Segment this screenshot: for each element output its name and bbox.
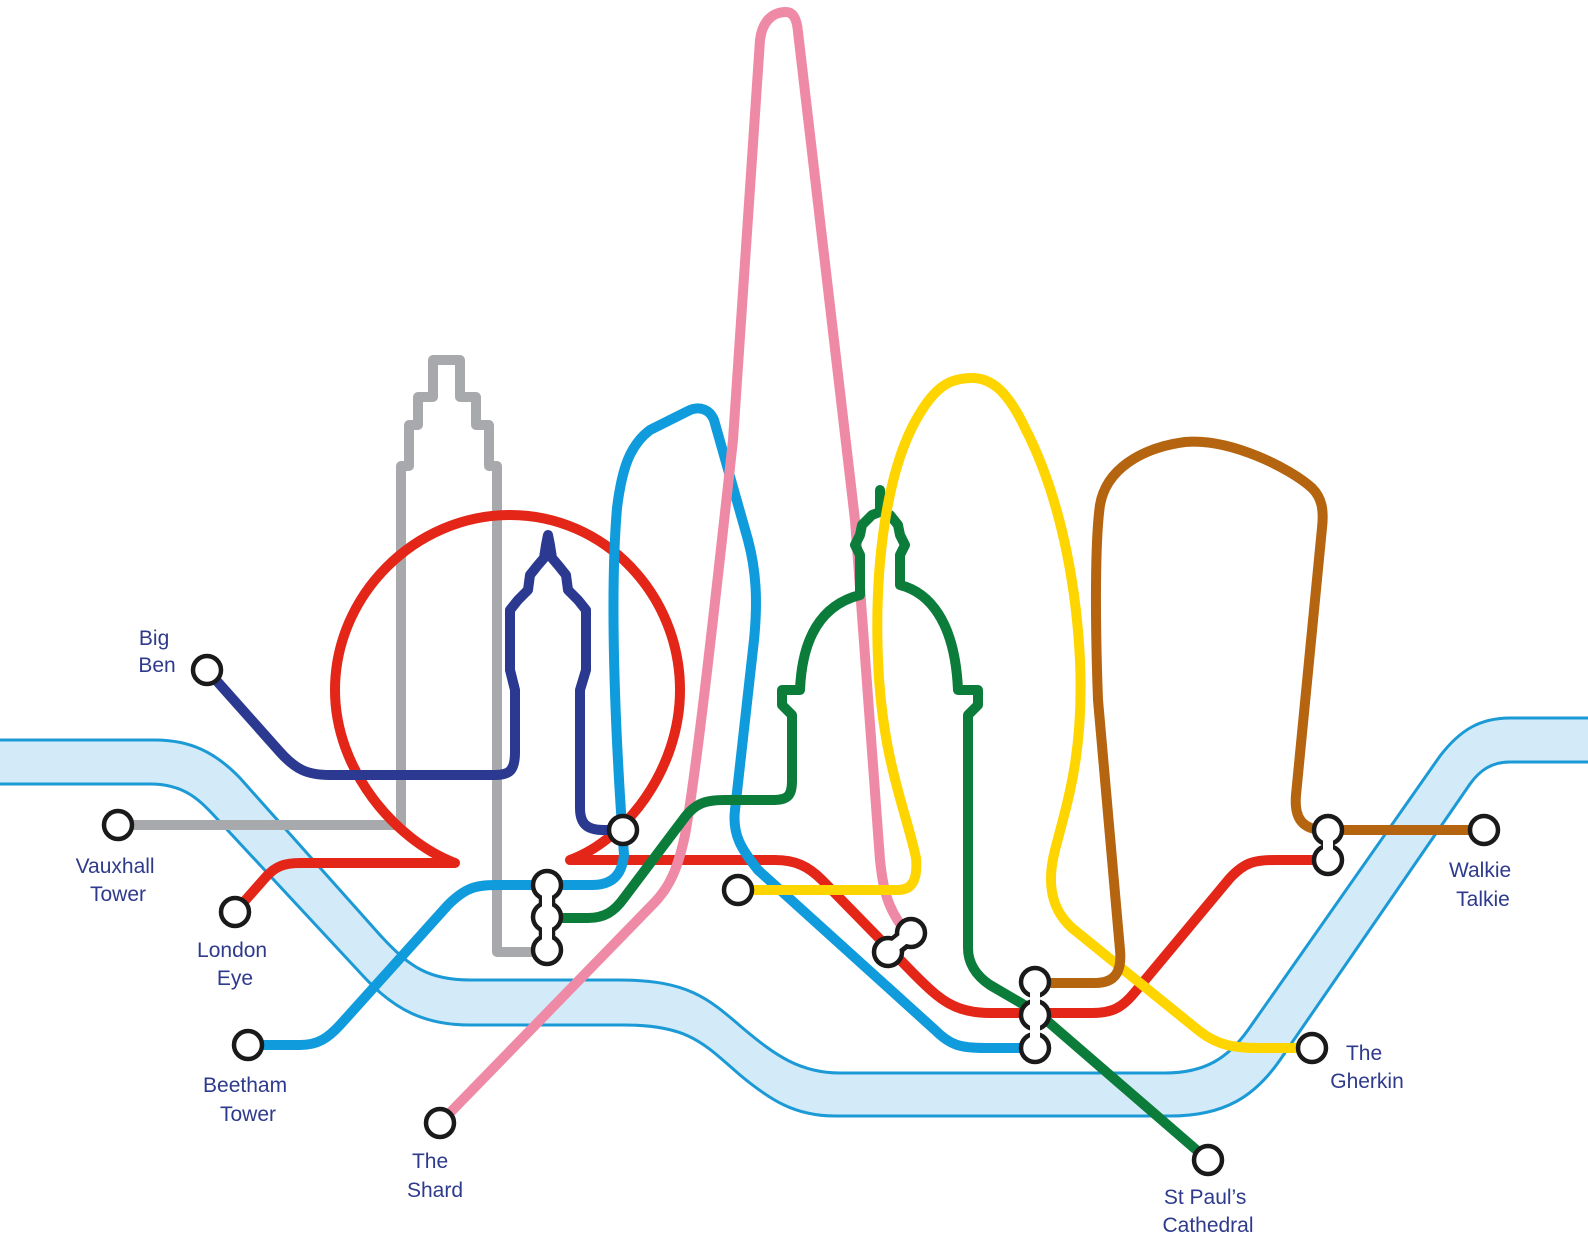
line-walkie-talkie	[1030, 436, 1489, 988]
stations	[101, 653, 1501, 1177]
interchange-centre[interactable]	[871, 916, 928, 969]
interchange-west[interactable]	[530, 868, 564, 967]
river-thames	[0, 716, 1588, 1118]
river-south-bank	[0, 760, 1588, 1118]
label-the-shard: The Shard	[407, 1150, 463, 1202]
label-walkie-talkie: Walkie Talkie	[1449, 859, 1517, 911]
label-london-eye: London Eye	[197, 939, 273, 990]
station-walkie-talkie[interactable]	[1467, 813, 1501, 847]
interchange-walkie[interactable]	[1311, 813, 1345, 877]
line-vauxhall-tower	[113, 355, 551, 957]
station-the-shard[interactable]	[423, 1106, 457, 1140]
station-labels: Big Ben Vauxhall Tower London Eye Beetha…	[76, 627, 1517, 1237]
station-st-pauls-cathedral[interactable]	[1191, 1143, 1225, 1177]
line-the-shard	[435, 7, 908, 1128]
station-big-ben[interactable]	[190, 653, 224, 687]
interchange-east[interactable]	[1018, 965, 1052, 1065]
line-beetham-tower	[243, 403, 1040, 1053]
station-yellow-terminus[interactable]	[721, 873, 755, 907]
label-beetham-tower: Beetham Tower	[203, 1074, 293, 1126]
river-band	[0, 718, 1588, 1116]
river-north-bank	[0, 716, 1588, 1075]
label-big-ben: Big Ben	[138, 627, 175, 677]
station-vauxhall-tower[interactable]	[101, 808, 135, 842]
label-st-pauls-cathedral: St Paul’s Cathedral	[1162, 1186, 1253, 1237]
station-beetham-tower[interactable]	[231, 1028, 265, 1062]
station-london-eye[interactable]	[218, 895, 252, 929]
line-st-pauls-cathedral	[543, 485, 1213, 1165]
station-the-gherkin[interactable]	[1295, 1031, 1329, 1065]
station-big-ben-interchange[interactable]	[606, 813, 640, 847]
label-the-gherkin: The Gherkin	[1330, 1042, 1404, 1093]
line-big-ben	[202, 530, 628, 835]
label-vauxhall-tower: Vauxhall Tower	[76, 855, 161, 906]
line-the-gherkin	[733, 373, 1317, 1053]
